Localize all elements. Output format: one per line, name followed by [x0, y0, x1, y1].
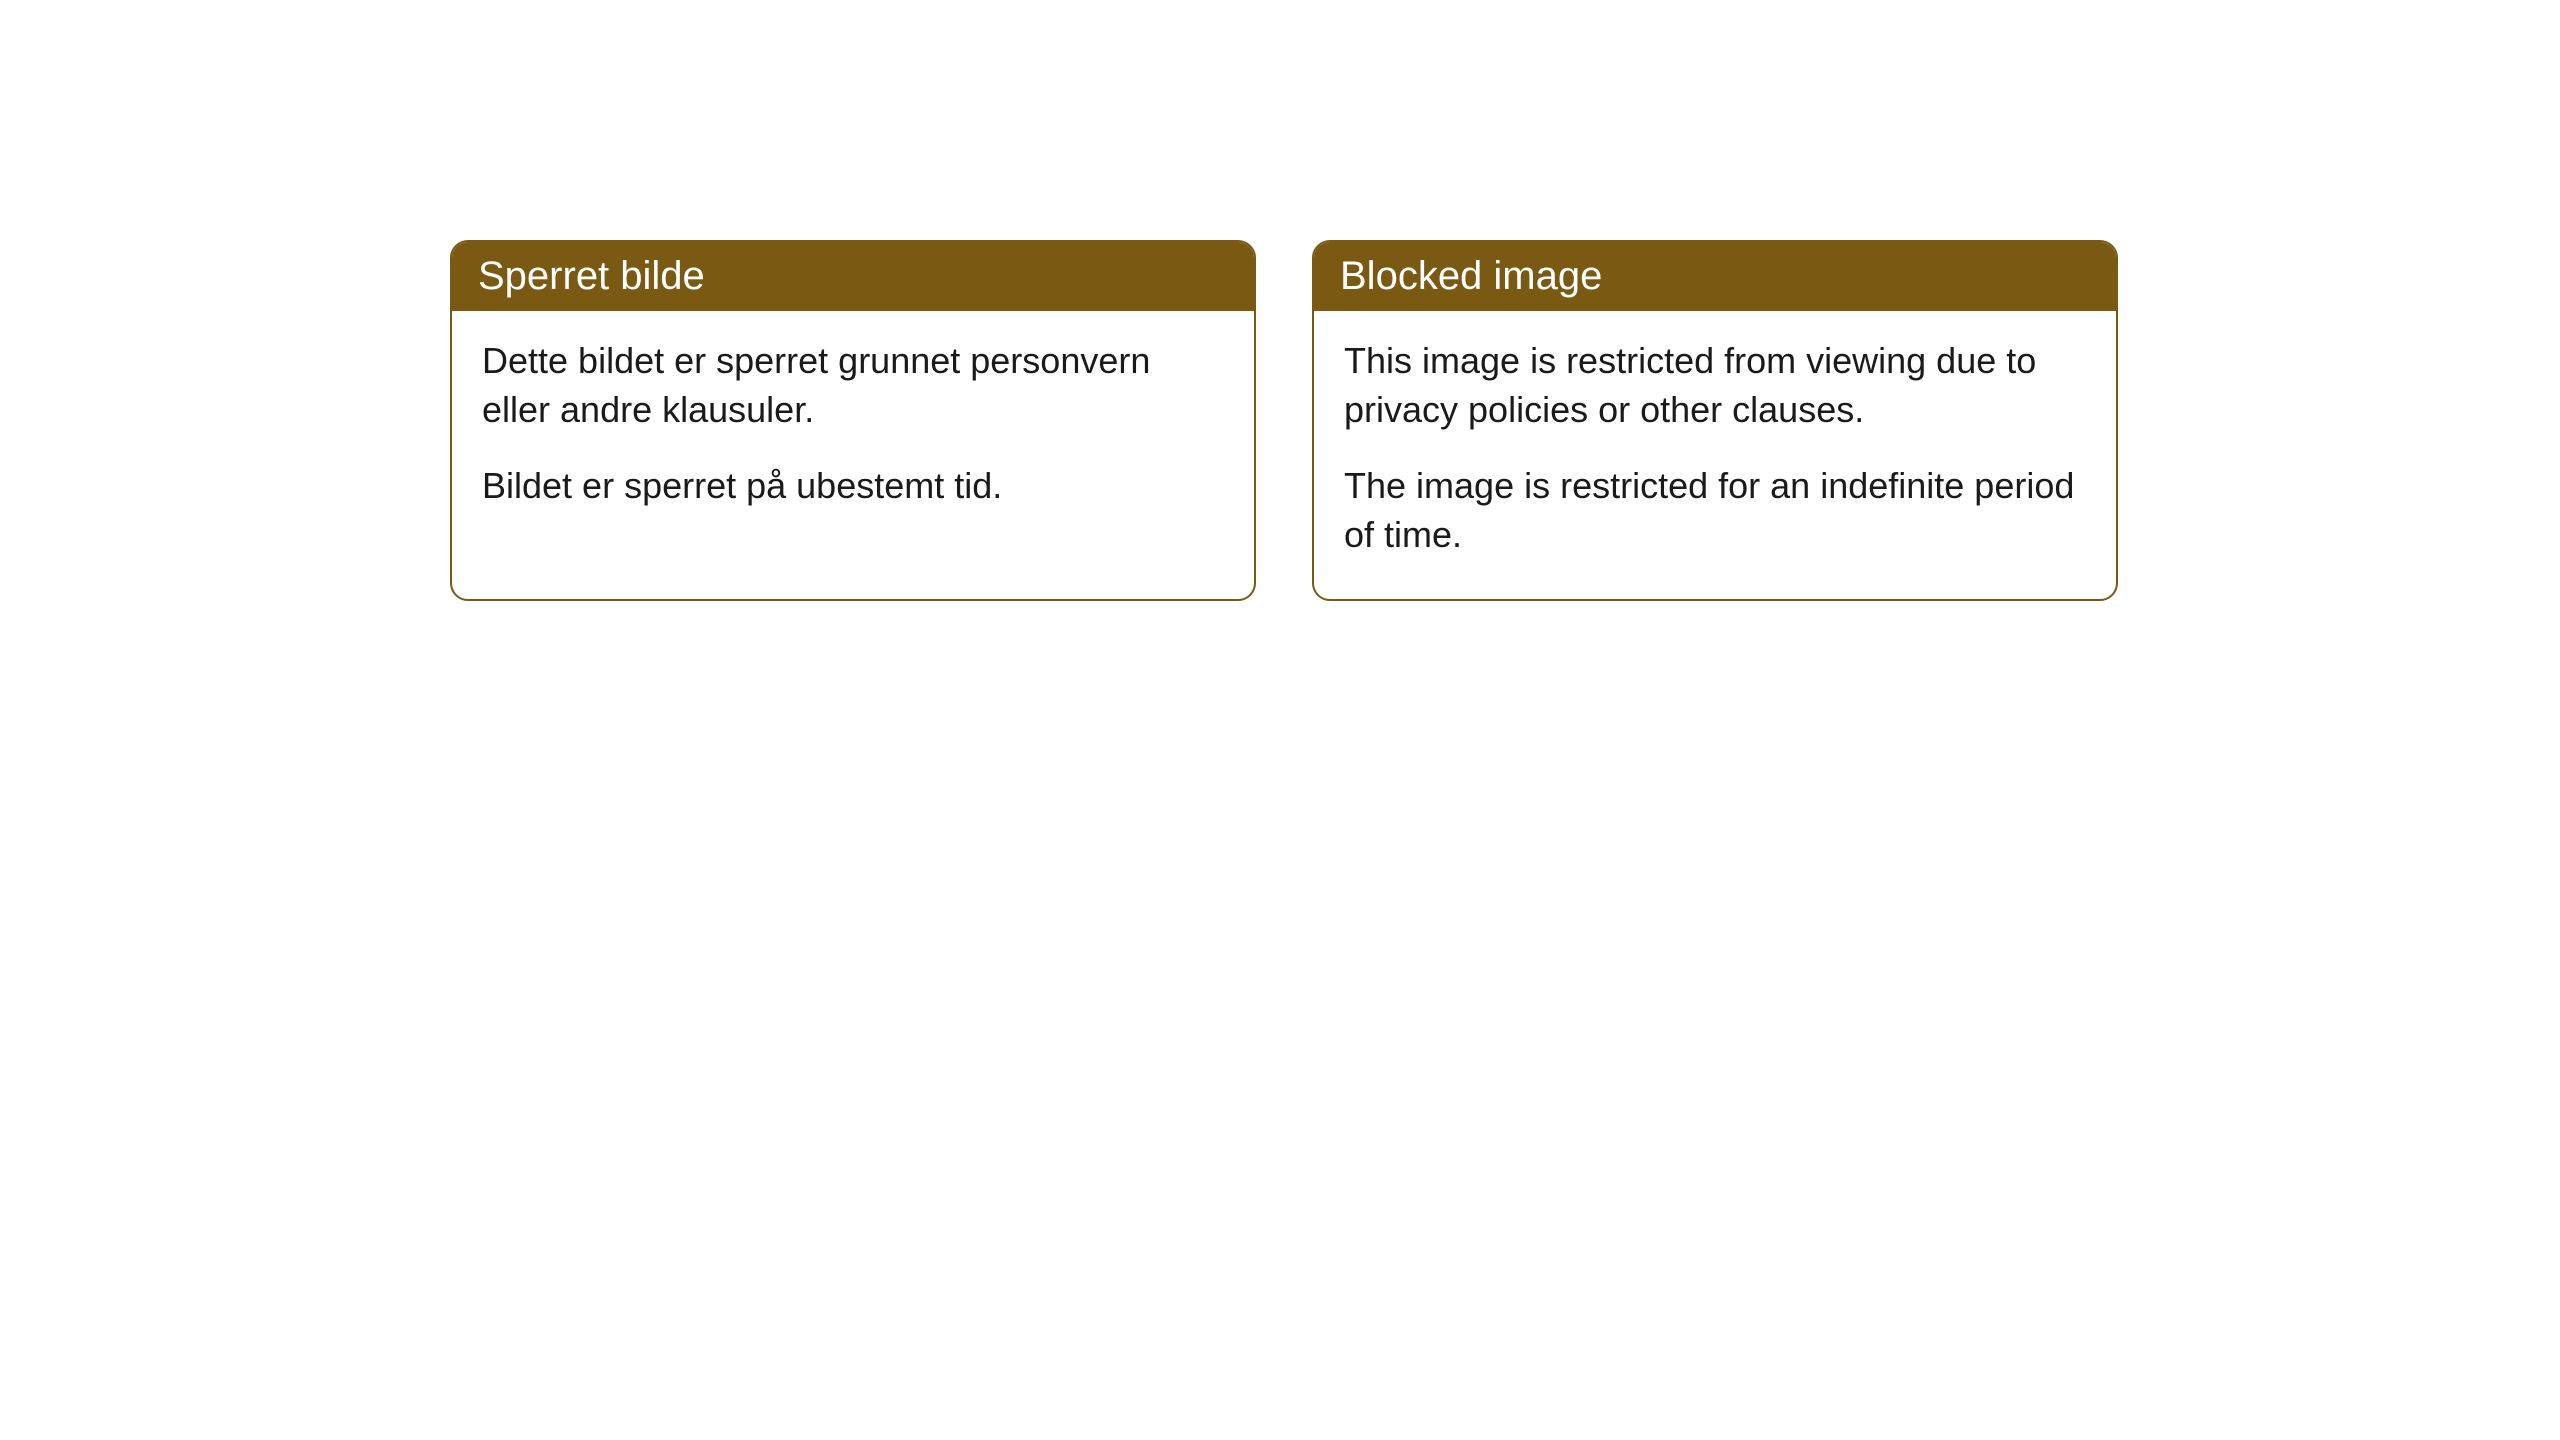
notice-card-norwegian: Sperret bilde Dette bildet er sperret gr…: [450, 240, 1256, 601]
notice-header: Blocked image: [1314, 242, 2116, 311]
notice-paragraph: This image is restricted from viewing du…: [1344, 337, 2086, 434]
notice-card-english: Blocked image This image is restricted f…: [1312, 240, 2118, 601]
notice-header: Sperret bilde: [452, 242, 1254, 311]
notice-body: Dette bildet er sperret grunnet personve…: [452, 311, 1254, 551]
notice-paragraph: The image is restricted for an indefinit…: [1344, 462, 2086, 559]
notice-paragraph: Bildet er sperret på ubestemt tid.: [482, 462, 1224, 511]
notice-body: This image is restricted from viewing du…: [1314, 311, 2116, 599]
notice-cards-container: Sperret bilde Dette bildet er sperret gr…: [450, 240, 2560, 601]
notice-paragraph: Dette bildet er sperret grunnet personve…: [482, 337, 1224, 434]
